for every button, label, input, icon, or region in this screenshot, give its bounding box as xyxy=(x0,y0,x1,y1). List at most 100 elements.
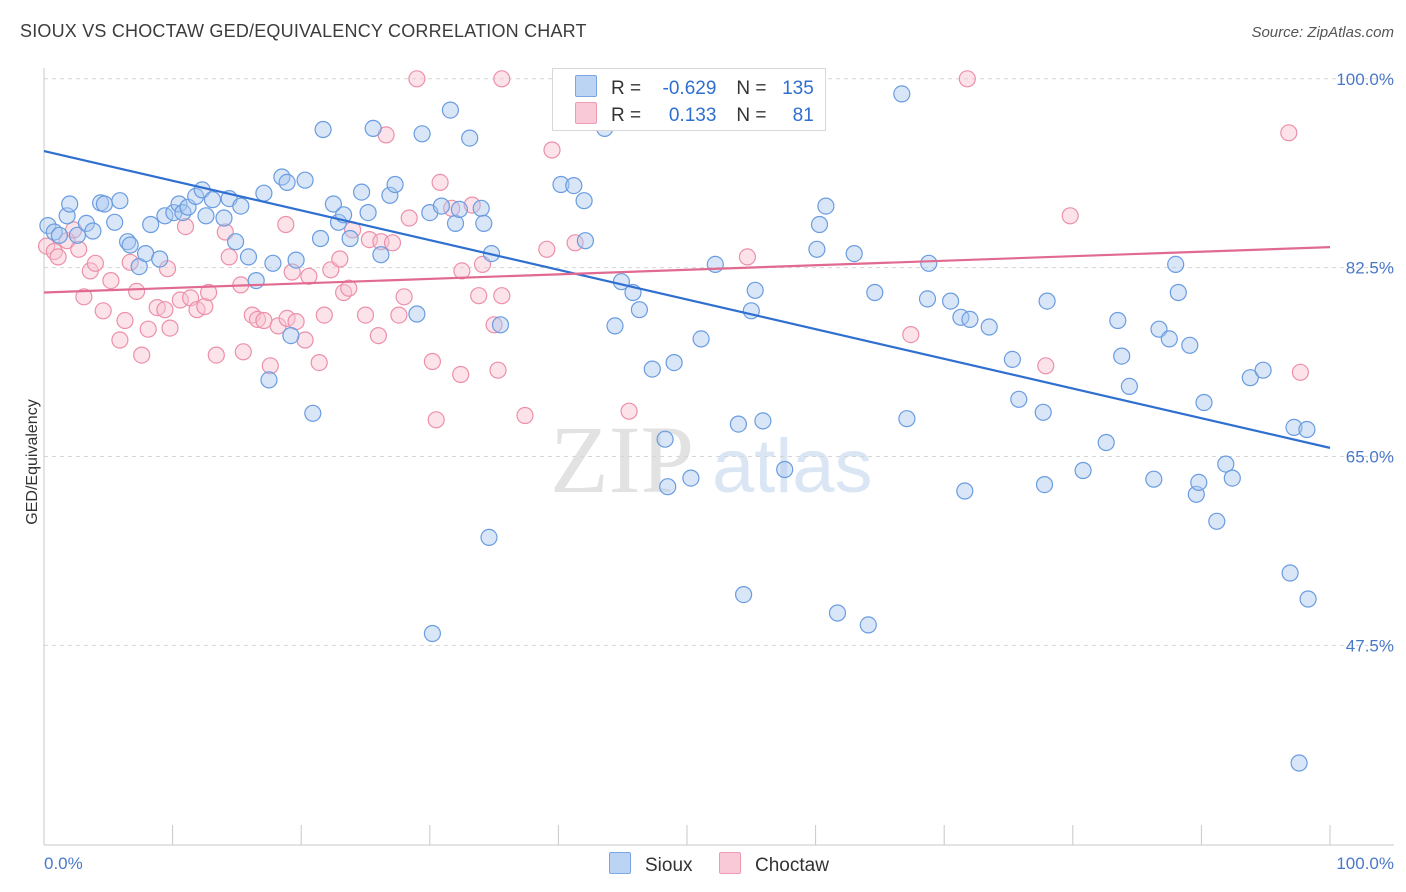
choctaw-point-85 xyxy=(538,240,556,258)
sioux-point-55 xyxy=(413,125,431,143)
choctaw-point-35 xyxy=(261,357,279,375)
choctaw-point-21 xyxy=(171,291,189,309)
sioux-point-44 xyxy=(324,195,342,213)
choctaw-point-76 xyxy=(620,402,638,420)
sioux-point-82 xyxy=(692,330,710,348)
sioux-point-113 xyxy=(1109,311,1127,330)
choctaw-point-34 xyxy=(255,311,273,330)
sioux-point-17 xyxy=(151,250,169,268)
choctaw-point-29 xyxy=(220,248,238,266)
sioux-point-98 xyxy=(898,410,916,428)
legend-row-choctaw: R = 0.133 N = 81 xyxy=(575,102,814,126)
sioux-point-112 xyxy=(1097,433,1115,452)
legend-item-sioux[interactable]: Sioux xyxy=(609,852,693,877)
sioux-point-34 xyxy=(260,371,278,389)
choctaw-point-14 xyxy=(128,282,146,300)
correlation-legend: R = -0.629 N = 135 R = 0.133 N = 81 xyxy=(552,68,826,131)
sioux-point-30 xyxy=(232,197,250,215)
sioux-point-106 xyxy=(1003,350,1022,368)
sioux-point-79 xyxy=(659,478,677,496)
choctaw-point-31 xyxy=(234,343,252,361)
choctaw-point-82 xyxy=(1061,207,1079,225)
choctaw-point-2 xyxy=(49,248,67,266)
sioux-point-4 xyxy=(61,195,79,213)
choctaw-point-73 xyxy=(516,406,534,425)
sioux-point-76 xyxy=(630,301,649,319)
choctaw-point-57 xyxy=(395,288,413,306)
sioux-point-58 xyxy=(441,101,459,119)
choctaw-point-50 xyxy=(356,306,375,324)
sioux-point-131 xyxy=(1285,418,1303,436)
sioux-point-11 xyxy=(111,192,129,210)
choctaw-point-9 xyxy=(94,302,112,320)
choctaw-point-43 xyxy=(310,354,328,372)
chart-title: SIOUX VS CHOCTAW GED/EQUIVALENCY CORRELA… xyxy=(20,21,587,41)
sioux-point-0 xyxy=(39,217,57,235)
choctaw-point-58 xyxy=(400,209,418,227)
choctaw-point-26 xyxy=(200,283,218,302)
watermark: ZIP atlas xyxy=(550,406,873,513)
sioux-point-105 xyxy=(980,318,998,336)
sioux-point-9 xyxy=(95,195,114,213)
legend-item-choctaw[interactable]: Choctaw xyxy=(719,852,829,877)
sioux-point-52 xyxy=(381,186,399,204)
sioux-point-119 xyxy=(1167,255,1185,273)
sioux-point-73 xyxy=(606,317,624,335)
legend-row-sioux: R = -0.629 N = 135 xyxy=(575,75,814,99)
choctaw-point-65 xyxy=(453,262,471,280)
choctaw-point-59 xyxy=(408,70,426,88)
sioux-point-25 xyxy=(197,207,215,225)
sioux-point-96 xyxy=(866,283,884,302)
axes xyxy=(43,68,1394,846)
sioux-point-121 xyxy=(1181,336,1199,354)
choctaw-point-81 xyxy=(1037,357,1055,375)
sioux-point-10 xyxy=(106,213,124,231)
x-tick-label-max: 100.0% xyxy=(1336,854,1394,873)
sioux-point-101 xyxy=(956,482,974,500)
sioux-point-59 xyxy=(446,214,465,232)
sioux-point-66 xyxy=(480,528,498,547)
choctaw-legend-swatch xyxy=(719,852,741,874)
sioux-swatch xyxy=(575,75,597,97)
sioux-point-87 xyxy=(746,281,764,299)
sioux-point-134 xyxy=(1290,754,1308,772)
sioux-point-40 xyxy=(296,171,314,189)
y-axis-label: GED/Equivalency xyxy=(24,399,41,524)
sioux-point-94 xyxy=(845,245,863,263)
sioux-point-99 xyxy=(918,290,937,308)
choctaw-point-5 xyxy=(70,240,88,258)
choctaw-trend-line xyxy=(43,246,1331,294)
sioux-point-132 xyxy=(1298,420,1316,439)
choctaw-point-52 xyxy=(369,327,387,345)
n-label: N = xyxy=(736,78,767,99)
sioux-trend-line xyxy=(43,150,1331,449)
sioux-point-62 xyxy=(472,199,490,217)
sioux-point-23 xyxy=(187,187,205,205)
r-label: R = xyxy=(611,105,642,126)
choctaw-point-46 xyxy=(331,250,349,268)
sioux-point-124 xyxy=(1195,393,1213,412)
sioux-point-31 xyxy=(239,248,258,266)
sioux-point-109 xyxy=(1035,476,1054,494)
choctaw-point-71 xyxy=(493,287,511,305)
sioux-point-26 xyxy=(203,191,222,209)
choctaw-point-78 xyxy=(738,248,757,266)
choctaw-swatch xyxy=(575,102,597,124)
sioux-point-111 xyxy=(1074,461,1092,480)
sioux-point-127 xyxy=(1223,469,1241,487)
sioux-point-65 xyxy=(423,624,441,643)
sioux-point-95 xyxy=(859,616,877,634)
sioux-point-68 xyxy=(552,175,570,194)
y-tick-label-1: 65.0% xyxy=(1346,448,1394,467)
sioux-point-84 xyxy=(729,415,748,433)
choctaw-point-6 xyxy=(75,288,93,306)
sioux-point-33 xyxy=(255,184,273,202)
y-tick-labels: 47.5% 65.0% 82.5% 100.0% xyxy=(1336,70,1394,656)
sioux-point-13 xyxy=(121,236,139,254)
sioux-point-67 xyxy=(491,316,510,334)
choctaw-point-84 xyxy=(1291,363,1310,381)
choctaw-point-37 xyxy=(277,215,295,234)
sioux-point-27 xyxy=(215,209,233,227)
choctaw-point-72 xyxy=(493,70,511,88)
sioux-point-51 xyxy=(372,246,390,264)
